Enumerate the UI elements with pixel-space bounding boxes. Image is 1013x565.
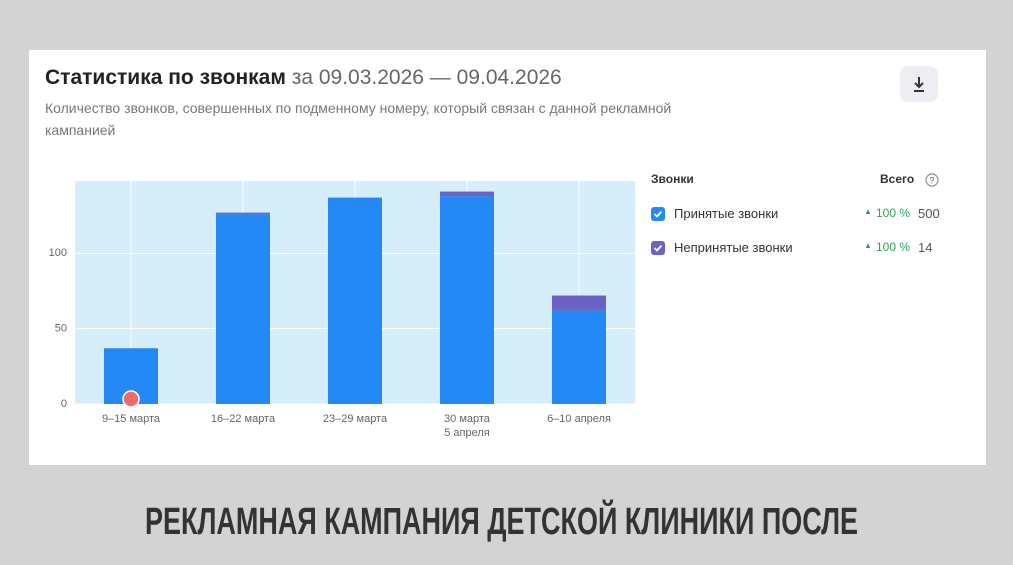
subtitle: Количество звонков, совершенных по подме… xyxy=(45,100,672,138)
x-tick-label: 16–22 марта xyxy=(210,413,276,425)
legend-title: Звонки xyxy=(651,172,694,186)
total-value: 500 xyxy=(918,206,940,221)
x-tick-label: 23–29 марта xyxy=(322,413,388,425)
bar-segment xyxy=(440,196,494,404)
y-tick-label: 100 xyxy=(49,247,67,259)
y-tick-label: 0 xyxy=(61,398,67,410)
change-value: 100 % xyxy=(876,206,911,220)
chart: ? 0 50 100 xyxy=(49,173,939,410)
bar-segment xyxy=(552,310,606,404)
download-button[interactable] xyxy=(900,66,938,102)
bar-segment xyxy=(440,191,494,197)
legend-checkbox[interactable] xyxy=(651,207,665,221)
x-tick-label: 30 марта 5 апреля xyxy=(444,413,490,439)
help-icon[interactable] xyxy=(925,173,939,187)
y-tick-label: 50 xyxy=(55,323,67,335)
bar-segment xyxy=(216,212,270,215)
legend-checkbox[interactable] xyxy=(651,241,665,255)
marker xyxy=(122,390,140,408)
card: Статистика по звонкам за 09.03.2026 — 09… xyxy=(29,50,986,465)
total-value: 14 xyxy=(918,240,933,255)
period: за 09.03.2026 — 09.04.2026 xyxy=(291,66,562,89)
legend-label: Принятые звонки xyxy=(674,206,779,221)
bar-segment xyxy=(552,295,606,311)
x-tick-label: 6–10 апреля xyxy=(547,413,611,425)
bar-segment xyxy=(328,197,382,404)
caption: РЕКЛАМНАЯ КАМПАНИЯ ДЕТСКОЙ КЛИНИКИ ПОСЛЕ xyxy=(145,498,858,543)
total-label: Всего xyxy=(880,172,915,186)
x-tick-label: 9–15 марта xyxy=(101,413,161,425)
bar-segment xyxy=(216,214,270,404)
change-arrow: ▲ xyxy=(864,207,872,216)
title: Статистика по звонкам за 09.03.2026 — 09… xyxy=(45,66,562,90)
chart-title: Статистика по звонкам xyxy=(45,66,286,89)
legend-label: Непринятые звонки xyxy=(674,240,793,255)
check xyxy=(653,210,663,218)
check xyxy=(653,244,663,252)
change-value: 100 % xyxy=(876,240,911,254)
help-icon-text: ? xyxy=(929,175,934,185)
download-icon xyxy=(914,77,924,92)
change-arrow: ▲ xyxy=(864,241,872,250)
